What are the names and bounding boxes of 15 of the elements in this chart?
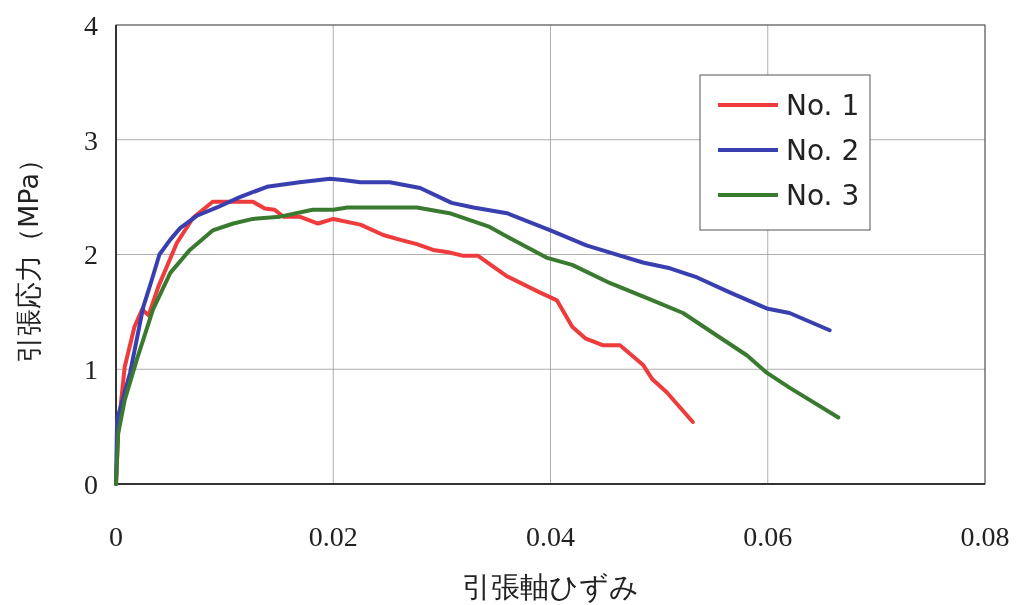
x-tick-label: 0.04 xyxy=(526,521,575,552)
y-tick-label: 1 xyxy=(84,354,98,386)
x-tick-label: 0.06 xyxy=(743,521,793,552)
y-tick-label: 2 xyxy=(84,239,98,271)
x-tick-label: 0.02 xyxy=(308,521,358,552)
y-tick-label: 0 xyxy=(84,468,98,500)
y-tick-label: 4 xyxy=(84,9,98,41)
x-tick-label: 0.08 xyxy=(960,521,1010,552)
legend-label: No. 3 xyxy=(786,178,860,212)
x-tick-label: 0 xyxy=(109,521,123,552)
x-axis-title: 引張軸ひずみ xyxy=(462,570,639,604)
legend-label: No. 2 xyxy=(786,133,860,167)
legend-label: No. 1 xyxy=(786,88,860,122)
y-axis-title: 引張応力（MPa） xyxy=(13,146,44,363)
y-tick-label: 3 xyxy=(84,124,98,156)
